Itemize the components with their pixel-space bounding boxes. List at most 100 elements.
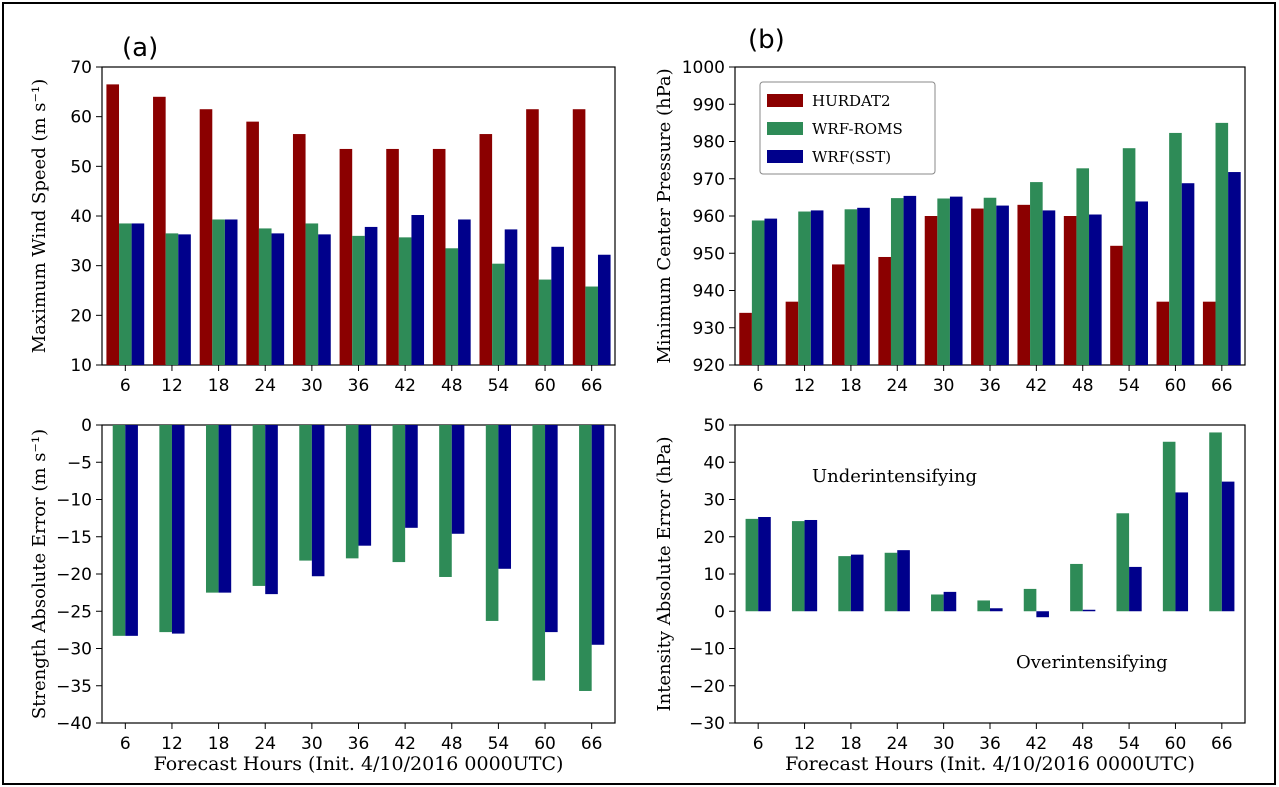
bar-wrf-sst-24	[903, 195, 917, 365]
y-tick-label: 1000	[682, 58, 725, 78]
bar-wrf-roms-18	[205, 425, 219, 593]
y-tick-label: 30	[703, 491, 725, 511]
x-tick-label: 6	[120, 734, 131, 754]
x-tick-label: 60	[534, 734, 556, 754]
y-tick-label: 20	[703, 528, 725, 548]
bar-wrf-sst-12	[178, 234, 191, 365]
y-tick-label: −40	[56, 714, 92, 734]
bar-wrf-sst-42	[1042, 210, 1056, 365]
bar-hurdat2-42	[386, 148, 399, 365]
legend-swatch-wrf-roms	[767, 122, 803, 135]
y-tick-label: 30	[70, 257, 92, 277]
bar-hurdat2-60	[526, 109, 539, 365]
bar-wrf-sst-24	[265, 425, 278, 595]
bar-wrf-roms-48	[1070, 563, 1083, 612]
bar-wrf-roms-24	[890, 198, 904, 365]
bar-wrf-roms-6	[751, 220, 765, 365]
x-tick-label: 24	[886, 376, 908, 396]
x-tick-label: 12	[161, 734, 183, 754]
bar-wrf-sst-18	[857, 207, 870, 365]
x-tick-label: 6	[120, 376, 131, 396]
bar-wrf-sst-6	[131, 223, 145, 365]
y-tick-label: 980	[693, 133, 725, 153]
legend: HURDAT2 WRF-ROMS WRF(SST)	[759, 81, 936, 175]
bar-wrf-sst-54	[498, 425, 512, 569]
bar-wrf-roms-6	[119, 223, 132, 365]
x-tick-label: 66	[581, 376, 603, 396]
x-tick-label: 42	[394, 734, 416, 754]
x-tick-label: 54	[488, 376, 510, 396]
x-tick-label: 12	[161, 376, 183, 396]
bar-wrf-roms-42	[1030, 182, 1043, 365]
x-tick-label: 42	[1026, 376, 1048, 396]
bar-wrf-roms-24	[252, 425, 266, 586]
bar-wrf-roms-54	[1116, 513, 1130, 612]
x-tick-label: 54	[1118, 376, 1140, 396]
bar-wrf-roms-12	[159, 425, 172, 633]
y-tick-label: 10	[703, 565, 725, 585]
y-tick-label: −25	[56, 602, 92, 622]
y-tick-label: −10	[689, 640, 725, 660]
bar-wrf-sst-30	[949, 196, 963, 365]
y-tick-label: 960	[693, 207, 725, 227]
bar-wrf-roms-30	[937, 198, 950, 365]
legend-label-hurdat2: HURDAT2	[812, 92, 891, 110]
y-tick-label: 930	[693, 319, 725, 339]
x-tick-label: 54	[1118, 734, 1140, 754]
bar-hurdat2-6	[106, 84, 120, 365]
bar-wrf-sst-36	[358, 425, 372, 546]
y-tick-label: 990	[693, 95, 725, 115]
x-tick-label: 6	[753, 376, 764, 396]
bar-wrf-sst-48	[458, 219, 471, 365]
bar-wrf-roms-24	[884, 552, 898, 612]
y-tick-label: 60	[70, 108, 92, 128]
bar-hurdat2-42	[1017, 204, 1031, 365]
x-tick-label: 12	[794, 376, 816, 396]
y-tick-label: 0	[81, 416, 92, 436]
bar-wrf-roms-36	[352, 235, 365, 365]
x-tick-label: 48	[1072, 734, 1094, 754]
y-tick-label: −20	[689, 677, 725, 697]
y-tick-label: −10	[56, 491, 92, 511]
y-axis-label: Minimum Center Pressure (hPa)	[654, 68, 675, 363]
y-tick-label: −35	[56, 677, 92, 697]
x-axis-label: Forecast Hours (Init. 4/10/2016 0000UTC)	[154, 753, 564, 775]
bar-wrf-roms-60	[1162, 441, 1176, 612]
bar-wrf-roms-60	[532, 425, 546, 681]
bar-hurdat2-66	[1202, 301, 1216, 365]
x-tick-label: 48	[1072, 376, 1094, 396]
bar-wrf-sst-60	[545, 425, 558, 633]
x-tick-label: 42	[1026, 734, 1048, 754]
x-tick-label: 36	[979, 734, 1001, 754]
bar-wrf-sst-30	[318, 234, 331, 365]
y-axis-label: Strength Absolute Error (m s⁻¹)	[29, 429, 50, 719]
legend-label-wrf-sst: WRF(SST)	[812, 148, 891, 166]
x-tick-label: 18	[840, 734, 862, 754]
bar-wrf-roms-42	[398, 237, 412, 365]
x-tick-label: 36	[348, 376, 370, 396]
chart-max-wind-speed: 10 20 30 40 50 60 70 6 12 18 24 30 36 42 48 54 60 66 Maxim…	[29, 58, 616, 396]
x-axis-label: Forecast Hours (Init. 4/10/2016 0000UTC)	[785, 753, 1195, 775]
x-tick-label: 60	[1165, 734, 1187, 754]
bar-wrf-sst-30	[311, 425, 325, 577]
bar-hurdat2-48	[1063, 216, 1077, 365]
bar-hurdat2-18	[199, 109, 213, 365]
chart-strength-abs-error: −40 −35 −30 −25 −20 −15 −10 −5 0 6 12 18 24 30 36 42 48 5…	[29, 416, 616, 775]
bar-wrf-sst-60	[1181, 183, 1195, 365]
y-tick-label: 0	[714, 602, 725, 622]
bar-wrf-sst-6	[758, 517, 771, 612]
bar-wrf-sst-66	[591, 425, 605, 645]
bar-wrf-roms-30	[305, 223, 319, 365]
bar-wrf-sst-24	[897, 550, 910, 612]
bar-hurdat2-36	[971, 208, 984, 365]
bar-wrf-sst-24	[271, 233, 285, 365]
x-tick-label: 24	[254, 376, 276, 396]
bar-wrf-roms-36	[345, 425, 359, 559]
bar-wrf-sst-18	[224, 219, 238, 365]
y-axis-label: Intensity Absolute Error (hPa)	[654, 436, 675, 711]
bar-wrf-roms-18	[844, 209, 858, 365]
bar-wrf-sst-36	[990, 608, 1003, 612]
bar-wrf-sst-66	[1221, 481, 1235, 612]
bar-wrf-roms-30	[931, 594, 944, 612]
